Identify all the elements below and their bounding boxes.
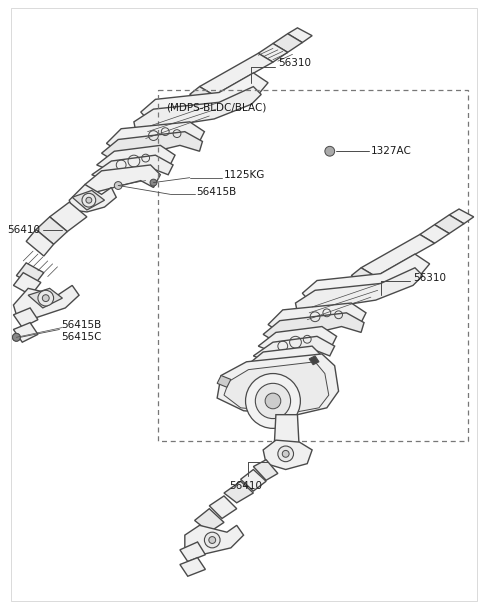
- Polygon shape: [361, 234, 434, 276]
- Polygon shape: [13, 286, 79, 318]
- Circle shape: [325, 146, 335, 156]
- Polygon shape: [92, 155, 173, 181]
- Circle shape: [12, 333, 20, 341]
- Polygon shape: [194, 509, 224, 532]
- Polygon shape: [351, 268, 376, 284]
- Polygon shape: [247, 346, 322, 373]
- Text: 56410: 56410: [7, 225, 40, 234]
- Polygon shape: [240, 470, 266, 491]
- Polygon shape: [85, 165, 160, 192]
- Polygon shape: [190, 86, 214, 104]
- Circle shape: [12, 333, 20, 341]
- Polygon shape: [102, 132, 203, 161]
- Polygon shape: [96, 146, 175, 171]
- Bar: [158, 90, 468, 441]
- Circle shape: [38, 290, 54, 306]
- Polygon shape: [217, 376, 231, 387]
- Text: 56310: 56310: [278, 58, 311, 68]
- Polygon shape: [16, 263, 44, 286]
- Polygon shape: [209, 496, 237, 518]
- Text: 56415B: 56415B: [197, 188, 237, 197]
- Circle shape: [86, 197, 92, 203]
- Polygon shape: [180, 542, 205, 561]
- Polygon shape: [13, 323, 38, 342]
- Polygon shape: [185, 526, 243, 555]
- Text: 56415C: 56415C: [61, 333, 102, 342]
- Polygon shape: [258, 326, 336, 352]
- Polygon shape: [268, 303, 366, 333]
- Polygon shape: [302, 254, 430, 307]
- Text: 56415B: 56415B: [61, 320, 102, 329]
- Polygon shape: [420, 225, 449, 243]
- Polygon shape: [258, 43, 288, 62]
- Polygon shape: [253, 336, 335, 362]
- Polygon shape: [26, 230, 54, 256]
- Polygon shape: [434, 215, 464, 233]
- Polygon shape: [296, 268, 423, 313]
- Text: 56310: 56310: [413, 273, 446, 283]
- Polygon shape: [274, 415, 300, 452]
- Circle shape: [82, 193, 96, 207]
- Text: 1125KG: 1125KG: [224, 170, 265, 180]
- Polygon shape: [69, 185, 116, 212]
- Circle shape: [278, 446, 294, 462]
- Polygon shape: [224, 481, 253, 503]
- Polygon shape: [141, 73, 268, 126]
- Polygon shape: [288, 28, 312, 43]
- Polygon shape: [217, 354, 338, 415]
- Circle shape: [114, 181, 122, 189]
- Circle shape: [42, 295, 49, 301]
- Polygon shape: [180, 558, 205, 576]
- Polygon shape: [13, 273, 41, 295]
- Circle shape: [150, 179, 157, 186]
- Circle shape: [255, 383, 290, 418]
- Circle shape: [265, 393, 281, 409]
- Polygon shape: [309, 356, 319, 365]
- Polygon shape: [13, 308, 38, 328]
- Polygon shape: [263, 440, 312, 470]
- Polygon shape: [449, 209, 474, 224]
- Polygon shape: [49, 202, 87, 231]
- Text: (MDPS-BLDC/BLAC): (MDPS-BLDC/BLAC): [166, 102, 266, 112]
- Polygon shape: [263, 313, 364, 342]
- Polygon shape: [253, 460, 278, 481]
- Circle shape: [204, 532, 220, 548]
- Polygon shape: [36, 217, 67, 244]
- Text: 1327AC: 1327AC: [371, 146, 412, 157]
- Polygon shape: [28, 288, 62, 308]
- Polygon shape: [200, 54, 273, 96]
- Polygon shape: [72, 191, 105, 210]
- Circle shape: [209, 537, 216, 543]
- Polygon shape: [224, 362, 329, 413]
- Polygon shape: [107, 122, 204, 151]
- Circle shape: [282, 451, 289, 457]
- Polygon shape: [134, 86, 261, 132]
- Text: 56410: 56410: [229, 481, 262, 491]
- Polygon shape: [273, 33, 302, 52]
- Circle shape: [246, 373, 300, 428]
